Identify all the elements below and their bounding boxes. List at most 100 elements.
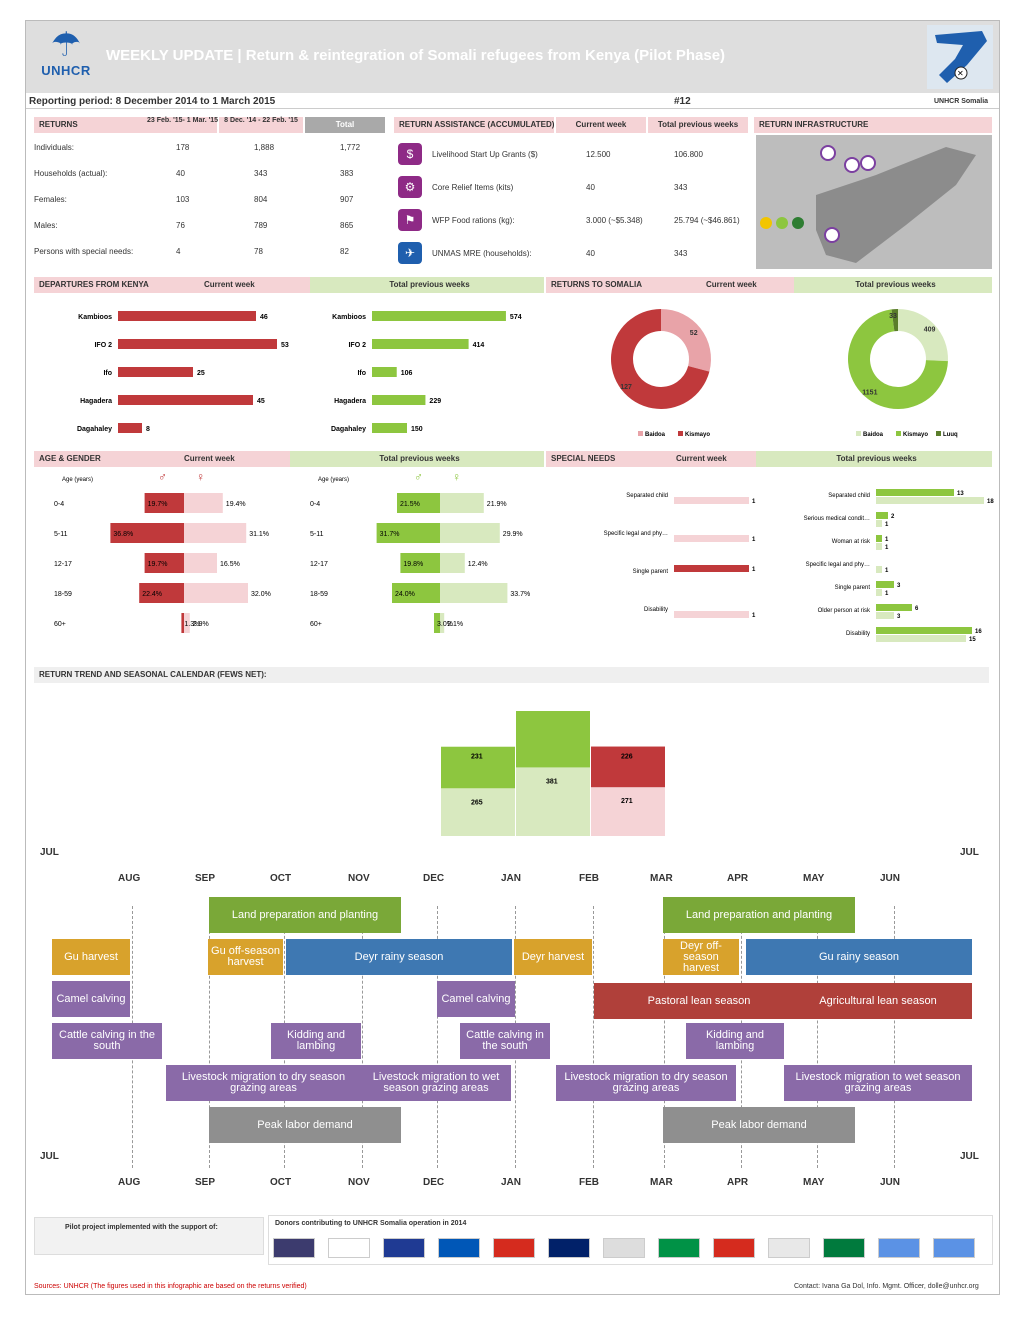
departures-tp-label: Total previous weeks (310, 277, 544, 293)
age-group-label: 5-11 (54, 531, 68, 538)
page-title: WEEKLY UPDATE | Return & reintegration o… (106, 47, 726, 64)
calendar-month-label: JUN (880, 1177, 901, 1188)
departures-current-chart: Kambioos 46 IFO 2 53 Ifo 25 Hagadera 45 Dagahale… (77, 311, 289, 433)
assistance-label: Livelihood Start Up Grants ($) (432, 150, 538, 159)
assistance-value: 25.794 (~$46.861) (674, 216, 740, 225)
unhcr-logo: ☂ UNHCR (41, 26, 91, 78)
slice-label: 409 (924, 327, 936, 334)
donor-flag-icon (548, 1238, 590, 1258)
infographic-page: ☂ UNHCR WEEKLY UPDATE | Return & reintegr… (25, 20, 1000, 1295)
assistance-col2: Total previous weeks (648, 117, 748, 133)
calendar-month-label: JAN (501, 1177, 522, 1188)
male-value: 31.7% (380, 531, 400, 538)
calendar-item: Deyr rainy season (286, 939, 512, 975)
male-value: 36.8% (113, 531, 133, 538)
female-bar (440, 613, 445, 633)
bar (372, 339, 469, 349)
calendar-month-label: FEB (579, 873, 599, 884)
calendar-month-label: MAR (650, 1177, 673, 1188)
somalia-cw-label: Current week (706, 280, 757, 289)
female-value: 1 (885, 591, 889, 597)
category-label: IFO 2 (94, 342, 112, 349)
male-bar (876, 489, 954, 496)
category-label: Dagahaley (77, 426, 112, 433)
female-bar (440, 493, 484, 513)
calendar-month-label: SEP (195, 1177, 216, 1188)
male-bar (397, 493, 440, 513)
age-group-label: 0-4 (310, 501, 320, 508)
category-label: IFO 2 (348, 342, 366, 349)
female-bar (184, 583, 248, 603)
data-label: 106 (401, 370, 413, 377)
somalia-title: RETURNS TO SOMALIA (551, 280, 642, 289)
donor-flag-icon (438, 1238, 480, 1258)
returns-value: 40 (176, 169, 185, 178)
female-bar (674, 535, 749, 542)
bar (372, 311, 506, 321)
data-label: 8 (146, 426, 150, 433)
age-axis-label: Age (years) (318, 477, 349, 483)
age-title: AGE & GENDER (39, 454, 101, 463)
assistance-value: 40 (586, 183, 595, 192)
calendar-item: Deyr off-season harvest (663, 939, 739, 975)
trend-bar-lower (516, 767, 590, 836)
departures-previous-chart: Kambioos 574 IFO 2 414 Ifo 106 Hagadera 229 Daga… (331, 311, 522, 433)
slice-label: 1151 (862, 389, 877, 396)
calendar-month-label: SEP (195, 873, 216, 884)
male-value: 2 (891, 514, 895, 520)
age-cw-label: Current week (184, 454, 235, 463)
male-bar (434, 613, 440, 633)
female-bar (184, 523, 247, 543)
calendar-item: Cattle calving in the south (460, 1023, 550, 1059)
donor-flag-icon (768, 1238, 810, 1258)
calendar-item: Pastoral lean season (594, 983, 804, 1019)
contact-text: Contact: Ivana Ga Dol, Info. Mgmt. Offic… (794, 1283, 979, 1290)
male-bar (876, 535, 882, 542)
calendar-edge-label: JUL (40, 1151, 59, 1162)
trend-bar-upper (441, 746, 515, 789)
female-bar (876, 520, 882, 527)
assistance-label: Core Relief Items (kits) (432, 183, 514, 192)
calendar-edge-label: JUL (960, 1151, 979, 1162)
male-bar (400, 553, 440, 573)
transport-icon: ✈ (398, 242, 422, 264)
calendar-item: Gu harvest (52, 939, 130, 975)
age-group-label: 12-17 (310, 561, 328, 568)
return-trend-chart: 265231381408271226 (441, 711, 665, 836)
returns-row-label: Individuals: (34, 143, 75, 152)
donor-flag-icon (328, 1238, 370, 1258)
female-bar (876, 497, 984, 504)
data-label: 25 (197, 370, 205, 377)
trend-value: 231 (471, 754, 483, 761)
reporting-bar: Reporting period: 8 December 2014 to 1 M… (26, 95, 999, 109)
male-value: 3 (897, 583, 901, 589)
calendar-item: Livestock migration to dry season grazin… (556, 1065, 736, 1101)
donor-flag-icon (493, 1238, 535, 1258)
pilot-text: Pilot project implemented with the suppo… (65, 1224, 218, 1231)
age-current-chart: Age (years) ♂ ♀ 0-4 19.7% 19.4% 5-11 36.8% 31.1%… (54, 471, 271, 633)
donor-flag-icon (273, 1238, 315, 1258)
trend-value: 265 (471, 799, 483, 806)
need-label: Disability (846, 631, 870, 637)
calendar-month-label: MAY (803, 1177, 825, 1188)
female-value: 15 (969, 637, 976, 643)
returns-value: 865 (340, 221, 354, 230)
returns-value: 1,888 (254, 143, 275, 152)
data-label: 414 (473, 342, 485, 349)
assistance-header: RETURN ASSISTANCE (ACCUMULATED) (394, 117, 554, 133)
legend-label: Luuq (943, 432, 958, 438)
age-group-label: 60+ (310, 621, 322, 628)
need-label: Disability (644, 607, 668, 613)
female-value: 3 (897, 614, 901, 620)
male-bar (181, 613, 184, 633)
reporting-period: Reporting period: 8 December 2014 to 1 M… (29, 96, 276, 107)
legend-swatch (638, 431, 643, 436)
male-bar (876, 581, 894, 588)
calendar-month-label: NOV (348, 873, 370, 884)
female-bar (184, 613, 190, 633)
returns-row-label: Persons with special needs: (34, 247, 134, 256)
female-value: 33.7% (510, 591, 530, 598)
infrastructure-header: RETURN INFRASTRUCTURE (754, 117, 992, 133)
female-bar (674, 497, 749, 504)
male-value: 1 (752, 567, 756, 573)
